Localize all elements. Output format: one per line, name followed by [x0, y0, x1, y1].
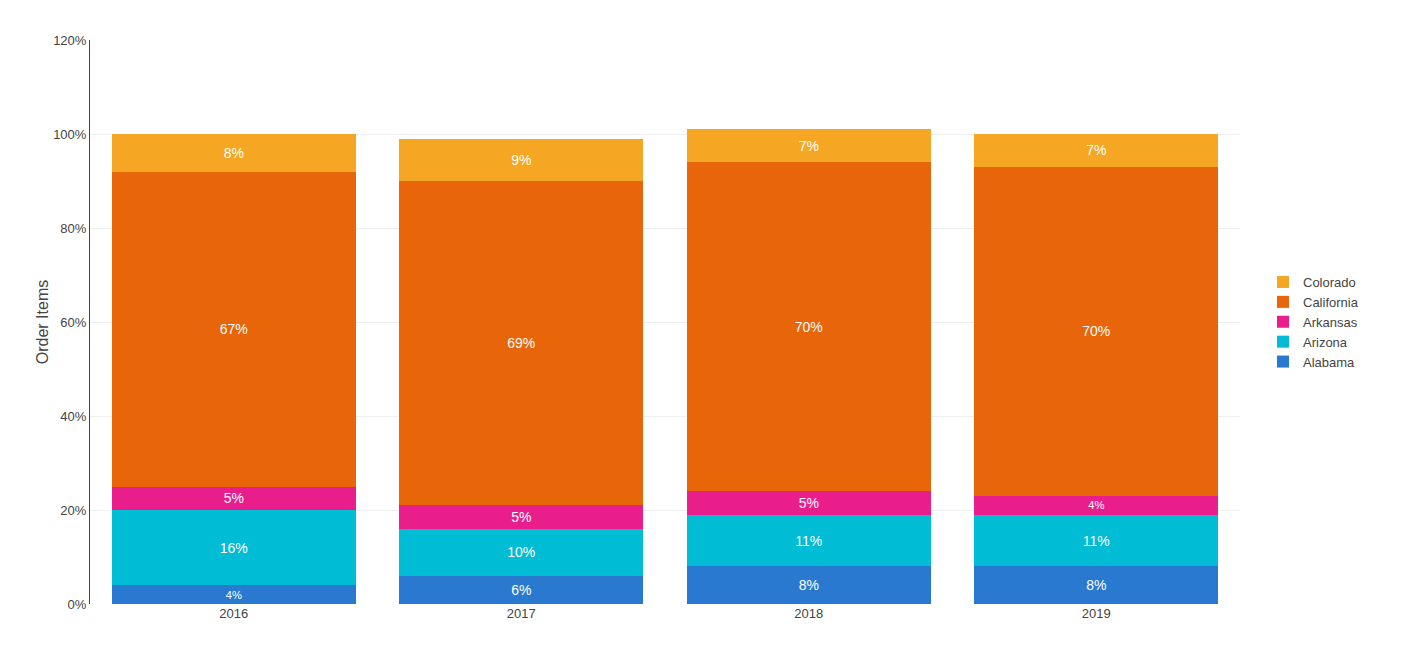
svg-text:2019: 2019 [1082, 606, 1111, 621]
svg-text:Colorado: Colorado [1303, 275, 1356, 290]
svg-text:Arizona: Arizona [1303, 335, 1348, 350]
svg-text:80%: 80% [60, 221, 86, 236]
svg-text:4%: 4% [226, 589, 242, 601]
svg-text:11%: 11% [1083, 533, 1110, 549]
svg-text:5%: 5% [511, 509, 531, 525]
svg-text:11%: 11% [795, 533, 822, 549]
svg-text:8%: 8% [799, 577, 819, 593]
svg-text:20%: 20% [60, 503, 86, 518]
svg-text:70%: 70% [1082, 323, 1110, 339]
svg-text:69%: 69% [507, 335, 535, 351]
svg-text:8%: 8% [224, 145, 244, 161]
svg-text:5%: 5% [224, 490, 244, 506]
svg-text:16%: 16% [220, 540, 248, 556]
svg-text:67%: 67% [220, 321, 248, 337]
svg-text:5%: 5% [799, 495, 819, 511]
svg-text:40%: 40% [60, 409, 86, 424]
svg-text:70%: 70% [795, 319, 823, 335]
svg-text:7%: 7% [799, 138, 819, 154]
svg-text:10%: 10% [507, 544, 535, 560]
svg-text:100%: 100% [53, 127, 87, 142]
svg-text:60%: 60% [60, 315, 86, 330]
svg-text:2017: 2017 [507, 606, 536, 621]
svg-text:Arkansas: Arkansas [1303, 315, 1358, 330]
svg-text:7%: 7% [1086, 142, 1106, 158]
svg-text:120%: 120% [53, 33, 87, 48]
svg-text:Alabama: Alabama [1303, 355, 1355, 370]
svg-text:6%: 6% [511, 582, 531, 598]
svg-text:Order Items: Order Items [34, 280, 51, 364]
svg-text:0%: 0% [68, 597, 87, 612]
svg-text:9%: 9% [511, 152, 531, 168]
svg-text:California: California [1303, 295, 1359, 310]
svg-text:2018: 2018 [794, 606, 823, 621]
svg-text:4%: 4% [1088, 499, 1104, 511]
svg-text:2016: 2016 [219, 606, 248, 621]
svg-text:8%: 8% [1086, 577, 1106, 593]
